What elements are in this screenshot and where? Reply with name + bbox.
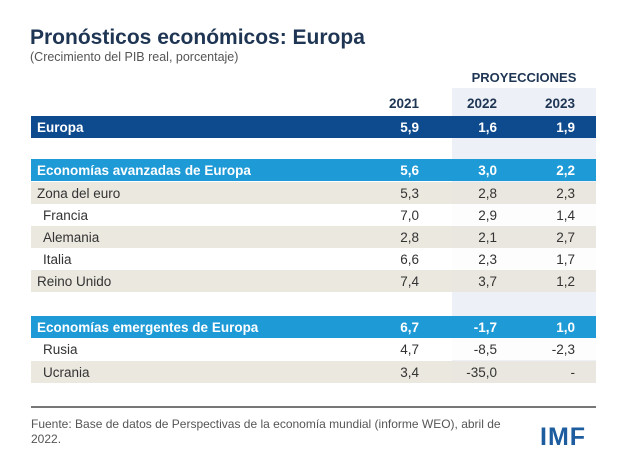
table-row: Ucrania 3,4 -35,0 - [31,361,596,383]
page-title: Pronósticos económicos: Europa [30,26,365,49]
cell: 2,8 [478,185,497,201]
year-2023: 2023 [544,95,575,111]
cell: 3,4 [400,364,419,380]
cell: 1,4 [556,207,575,223]
cell: 1,7 [556,251,575,267]
cell: 2,3 [556,185,575,201]
table-row: Economías emergentes de Europa 6,7 -1,7 … [31,316,596,338]
row-label: Economías emergentes de Europa [37,319,259,335]
cell: 2,1 [478,229,497,245]
cell: 5,9 [400,119,419,135]
cell: 7,0 [400,207,419,223]
table-row: Reino Unido 7,4 3,7 1,2 [31,270,596,292]
cell: 1,6 [478,119,497,135]
cell: - [570,364,576,380]
table-row: Italia 6,6 2,3 1,7 [31,248,596,270]
divider [31,406,596,408]
row-label: Italia [43,251,72,267]
table-row: Rusia 4,7 -8,5 -2,3 [31,338,596,360]
cell: 2,8 [400,229,419,245]
row-label: Ucrania [43,364,90,380]
subtitle: (Crecimiento del PIB real, porcentaje) [30,50,239,64]
row-label: Rusia [43,341,78,357]
cell: 2,2 [556,162,575,178]
cell: 4,7 [400,341,419,357]
row-label: Reino Unido [37,273,112,289]
table-row: Francia 7,0 2,9 1,4 [31,204,596,226]
cell: 3,0 [478,162,497,178]
table-row: Economías avanzadas de Europa 5,6 3,0 2,… [31,159,596,181]
row-label: Francia [43,207,89,223]
source-note: Fuente: Base de datos de Perspectivas de… [31,417,501,446]
cell: 7,4 [400,273,419,289]
projections-label: PROYECCIONES [471,70,577,85]
year-2022: 2022 [466,95,497,111]
cell: 6,7 [400,319,419,335]
cell: 5,6 [400,162,419,178]
cell: 1,9 [556,119,575,135]
cell: -1,7 [473,319,497,335]
row-label: Europa [37,119,84,135]
cell: 1,2 [556,273,575,289]
row-label: Economías avanzadas de Europa [37,162,251,178]
row-label: Zona del euro [37,185,121,201]
imf-logo: IMF [540,423,587,451]
cell: -35,0 [466,364,497,380]
row-label: Alemania [43,229,100,245]
cell: 5,3 [400,185,419,201]
year-header-row: 2021 2022 2023 [31,92,596,114]
table-row: Zona del euro 5,3 2,8 2,3 [31,182,596,204]
cell: 6,6 [400,251,419,267]
table-row: Europa 5,9 1,6 1,9 [31,116,596,138]
cell: -8,5 [473,341,497,357]
cell: 2,3 [478,251,497,267]
cell: 1,0 [556,319,575,335]
cell: 3,7 [478,273,497,289]
table-row: Alemania 2,8 2,1 2,7 [31,226,596,248]
year-2021: 2021 [388,95,419,111]
cell: 2,7 [556,229,575,245]
cell: -2,3 [551,341,575,357]
cell: 2,9 [478,207,497,223]
